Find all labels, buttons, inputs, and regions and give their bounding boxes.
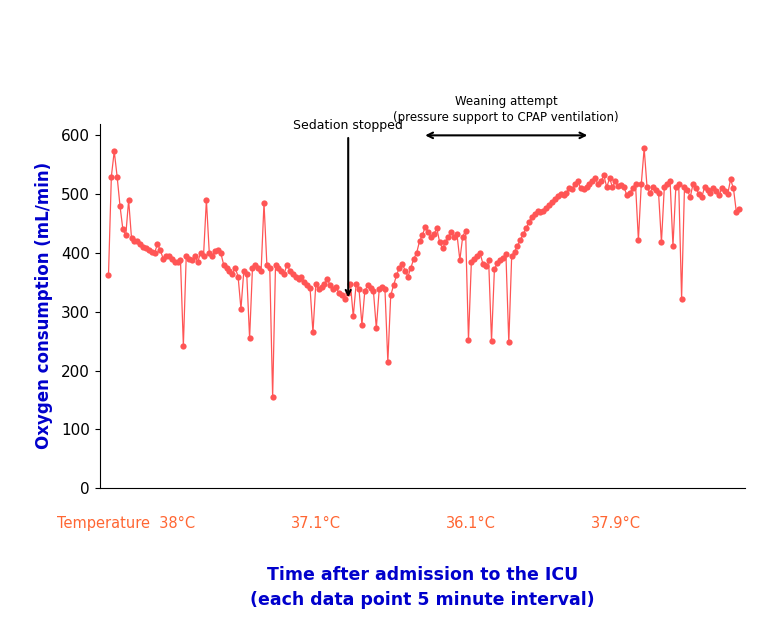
Text: Time after admission to the ICU
(each data point 5 minute interval): Time after admission to the ICU (each da… <box>250 565 594 609</box>
Text: Sedation stopped: Sedation stopped <box>293 119 403 295</box>
Text: 36.1°C: 36.1°C <box>446 516 495 531</box>
Text: Temperature  38°C: Temperature 38°C <box>57 516 195 531</box>
Text: 37.9°C: 37.9°C <box>591 516 641 531</box>
Text: 37.1°C: 37.1°C <box>291 516 341 531</box>
Text: Weaning attempt
(pressure support to CPAP ventilation): Weaning attempt (pressure support to CPA… <box>393 95 619 124</box>
Y-axis label: Oxygen consumption (mL/min): Oxygen consumption (mL/min) <box>35 163 53 449</box>
